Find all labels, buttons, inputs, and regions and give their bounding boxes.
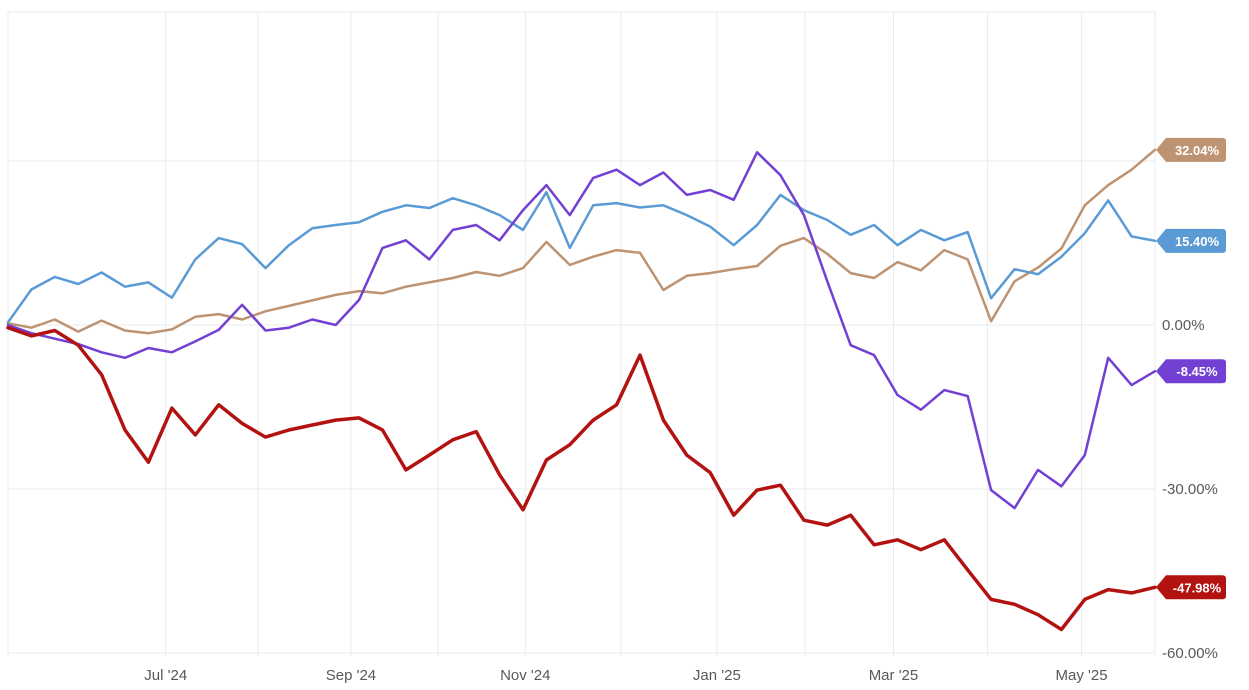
series-line-red[interactable]: [6, 325, 1157, 632]
x-axis-tick-label: May '25: [1056, 667, 1108, 684]
x-axis-tick-label: Jan '25: [693, 667, 741, 684]
end-badge-red: -47.98%: [1156, 575, 1226, 600]
y-axis-tick-label: 0.00%: [1162, 317, 1205, 334]
y-axis-tick-label: -30.00%: [1162, 481, 1218, 498]
y-axis-labels: 0.00% -30.00% -60.00%: [1162, 317, 1218, 662]
end-badge-shape-red: [1156, 575, 1226, 600]
series-line-blue[interactable]: [6, 190, 1157, 324]
x-axis-labels: Jul '24 Sep '24 Nov '24 Jan '25 Mar '25 May '…: [144, 667, 1107, 684]
end-badge-blue: 15.40%: [1156, 228, 1226, 253]
end-badge-shape-tan: [1156, 137, 1226, 162]
end-badge-label-red: -47.98%: [1173, 580, 1222, 595]
end-badge-label-blue: 15.40%: [1175, 234, 1220, 249]
end-badge-shape-blue: [1156, 228, 1226, 253]
x-axis-tick-label: Nov '24: [500, 667, 550, 684]
vertical-gridlines: [7, 12, 1156, 656]
end-badge-shape-purple: [1156, 359, 1226, 384]
x-axis-tick-label: Sep '24: [326, 667, 376, 684]
end-badge-label-tan: 32.04%: [1175, 143, 1220, 158]
y-axis-tick-label: -60.00%: [1162, 645, 1218, 662]
end-badge-purple: -8.45%: [1156, 359, 1226, 384]
horizontal-gridlines: [8, 11, 1155, 654]
x-axis-tick-label: Mar '25: [869, 667, 919, 684]
end-badge-tan: 32.04%: [1156, 137, 1226, 162]
series-line-purple[interactable]: [6, 151, 1157, 510]
end-badge-label-purple: -8.45%: [1176, 364, 1218, 379]
series-line-tan[interactable]: [6, 148, 1157, 335]
x-axis-tick-label: Jul '24: [144, 667, 187, 684]
